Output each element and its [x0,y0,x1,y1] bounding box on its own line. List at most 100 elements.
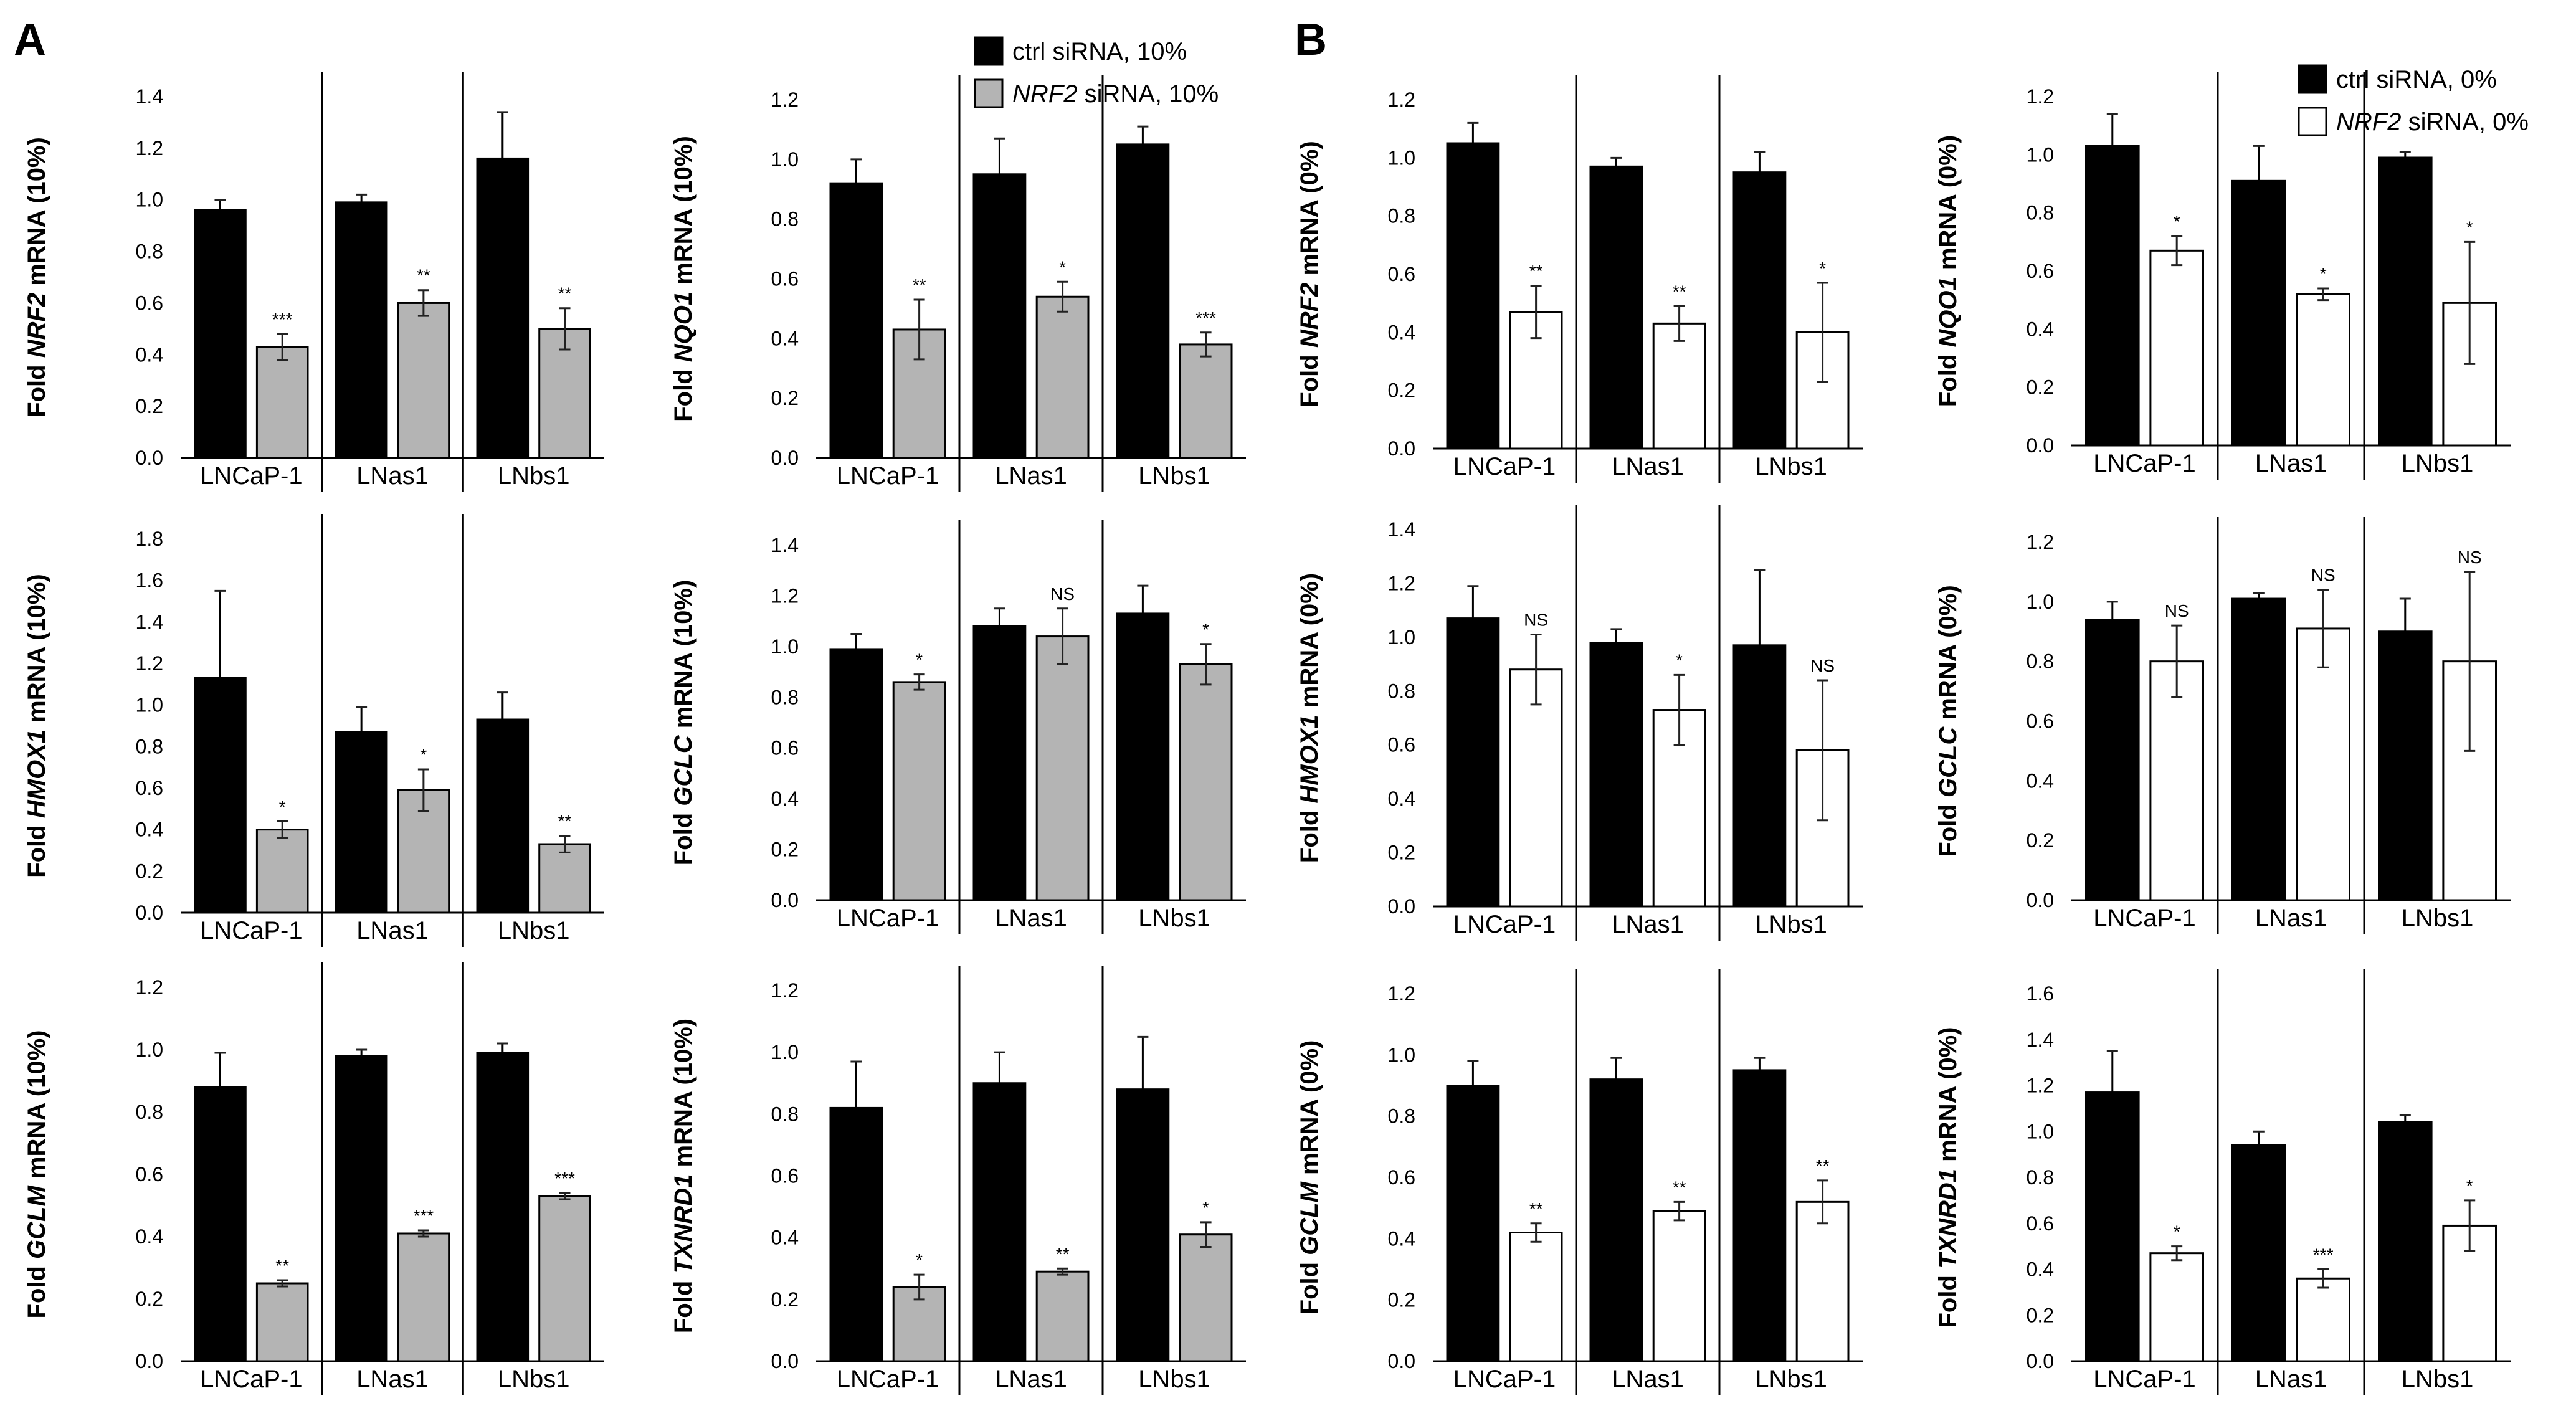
error-bar [994,607,1005,627]
ctrl-bar [1446,142,1500,450]
error-bar [2253,1130,2265,1146]
y-tick-label: 1.0 [1388,1043,1415,1066]
y-axis-label: Fold NRF2 mRNA (0%) [1296,141,1323,407]
significance-label: ** [1816,1156,1830,1176]
y-tick-label: 0.2 [2027,829,2054,852]
ctrl-bar [829,1106,883,1362]
x-category-label: LNCaP-1 [1453,453,1556,480]
y-tick-label: 0.2 [1388,379,1415,402]
error-bar [1754,151,1766,173]
significance-label: * [1059,257,1066,277]
sirna-bar [2442,660,2497,901]
error-bar [2106,1050,2118,1093]
significance-label: ** [1673,1177,1686,1197]
y-axis-label-suffix: mRNA (0%) [1934,1027,1962,1169]
error-bar [1467,585,1479,619]
legend-label-suffix: siRNA, 10% [1077,80,1219,108]
legend-panel-b: ctrl siRNA, 0% NRF2 siRNA, 0% [2298,64,2529,136]
y-tick-label: 0.4 [136,819,163,841]
panel-label-a: A [14,15,46,65]
y-axis-label-suffix: mRNA (10%) [670,1019,697,1174]
x-category-label: LNCaP-1 [837,462,939,490]
significance-label: * [1819,259,1826,278]
legend-swatch [2298,64,2327,94]
error-bar [356,706,368,732]
error-bar [1817,282,1828,383]
error-bar [994,137,1005,174]
sirna-bar [2296,1277,2350,1362]
error-bar [497,691,508,720]
y-tick-label: 1.2 [1388,572,1415,594]
x-category-label: LNas1 [1612,453,1684,480]
x-category-label: LNas1 [356,917,429,944]
ctrl-bar [2231,1144,2286,1362]
ctrl-bar [1589,165,1643,450]
y-axis-label-prefix: Fold [23,1259,50,1319]
significance-label: * [916,650,923,670]
y-tick-label: 0.4 [771,327,799,349]
ctrl-bar [335,1055,388,1362]
y-axis-label-suffix: mRNA (10%) [670,136,697,292]
y-axis-label-gene: GCLM [1296,1181,1323,1255]
x-category-label: LNCaP-1 [837,905,939,932]
x-category-label: LNbs1 [1755,453,1827,480]
y-axis-label-suffix: mRNA (10%) [23,137,50,293]
sirna-bar [1652,1210,1706,1362]
ctrl-bar [194,209,247,459]
error-bar [1673,673,1685,746]
y-tick-label: 0.6 [771,268,799,290]
chart-gclm-0pct: 0.0 0.2 0.4 0.6 0.8 1.0 1.2 ** LNCaP-1 ** LNas1 ** L… [1296,969,1863,1395]
error-bar [1610,1057,1622,1080]
legend-label-suffix: siRNA, 0% [2401,108,2529,136]
y-tick-label: 0.8 [2027,1166,2054,1189]
y-tick-label: 0.0 [136,1350,163,1372]
y-tick-label: 0.4 [136,343,163,366]
significance-label: ** [417,266,430,285]
sirna-bar [255,346,309,459]
y-axis-label-prefix: Fold [1296,348,1323,407]
error-bar [913,298,925,361]
legend-label-gene: NRF2 [1012,80,1077,108]
x-category-label: LNbs1 [2402,1366,2474,1393]
y-tick-label: 1.2 [2027,1075,2054,1097]
legend-label: NRF2 siRNA, 10% [1012,80,1219,108]
significance-label: NS [1810,656,1835,675]
x-category-label: LNas1 [356,462,429,490]
significance-label: * [1202,620,1209,639]
chart-gclm-10pct: 0.0 0.2 0.4 0.6 0.8 1.0 1.2 ** LNCaP-1 *** LNas1 **… [23,962,604,1395]
legend-label: NRF2 siRNA, 0% [2336,108,2529,136]
chart-hmox1-0pct: 0.0 0.2 0.4 0.6 0.8 1.0 1.2 1.4 NS LNCaP-1 * LNas1 N… [1296,505,1863,941]
y-tick-label: 0.6 [1388,734,1415,756]
y-tick-label: 0.6 [136,777,163,799]
error-bar [277,333,288,361]
ctrl-bar [829,182,883,459]
sirna-bar [255,829,309,914]
error-bar [1530,634,1542,706]
significance-label: ** [913,275,926,295]
y-tick-label: 0.2 [1388,1289,1415,1311]
error-bar [1200,643,1212,686]
y-axis-label-prefix: Fold [23,358,50,417]
x-category-label: LNbs1 [1138,1366,1210,1393]
y-tick-label: 0.8 [1388,680,1415,702]
y-axis-label-prefix: Fold [670,806,697,866]
chart-hmox1-10pct: 0.0 0.2 0.4 0.6 0.8 1.0 1.2 1.4 1.6 1.8 * LNCaP-1 * L… [23,514,604,947]
y-axis-label: Fold TXNRD1 mRNA (10%) [670,1019,697,1333]
sirna-bar [1179,343,1233,459]
y-axis-label-suffix: mRNA (10%) [23,574,50,730]
y-axis-label-gene: HMOX1 [1296,715,1323,803]
significance-label: ** [1529,262,1543,281]
ctrl-bar [194,1086,247,1362]
x-category-label: LNCaP-1 [2093,450,2196,477]
y-axis-label-gene: GCLC [1934,726,1962,797]
x-category-label: LNbs1 [498,462,570,490]
error-bar [1817,679,1828,822]
sirna-bar [538,1195,591,1362]
y-axis-label-prefix: Fold [1296,804,1323,863]
significance-label: ** [1673,282,1686,301]
y-tick-label: 0.2 [136,1288,163,1310]
x-category-label: LNas1 [995,462,1067,490]
y-tick-label: 0.0 [136,447,163,469]
error-bar [913,1273,925,1301]
